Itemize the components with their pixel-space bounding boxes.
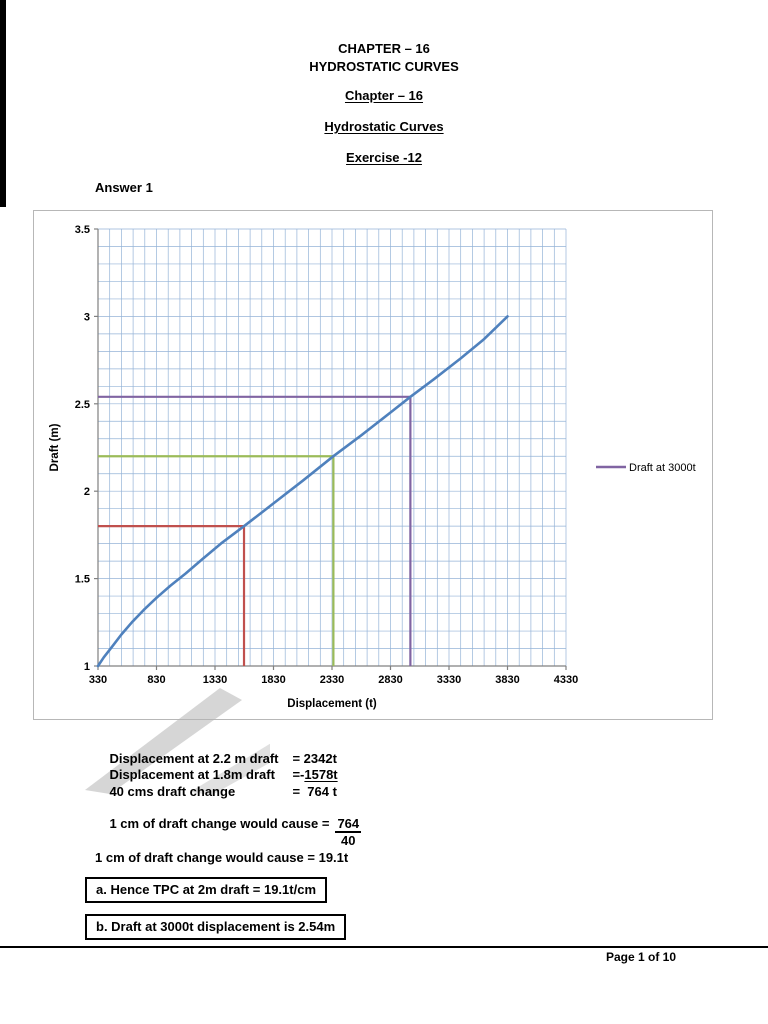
svg-text:1: 1 <box>84 661 90 673</box>
answer-box-a: a. Hence TPC at 2m draft = 19.1t/cm <box>85 877 328 903</box>
heading-exercise: Exercise -12 <box>346 150 422 165</box>
answer-label: Answer 1 <box>95 180 153 195</box>
chapter-header-line1: CHAPTER – 16 <box>338 41 430 56</box>
svg-text:330: 330 <box>89 674 107 686</box>
svg-text:1330: 1330 <box>203 674 227 686</box>
marker-draft-1-8m <box>98 525 246 666</box>
svg-text:1830: 1830 <box>261 674 285 686</box>
calc-row-2-value-prefix: =- <box>292 767 305 782</box>
calc-row-1: Displacement at 2.2 m draft = 2342t <box>95 736 337 781</box>
svg-text:3330: 3330 <box>437 674 461 686</box>
y-axis-title: Draft (m) <box>49 423 61 471</box>
draft-vs-displacement-curve <box>96 315 509 668</box>
footer-rule <box>0 946 768 948</box>
calc-row-3-value: = 764 t <box>292 784 337 799</box>
chart-container: 330 830 1330 1830 2330 2830 3330 3830 4330 1 1.5 2 2… <box>33 210 713 720</box>
calc-row-2-label: Displacement at 1.8m draft <box>109 767 275 782</box>
svg-text:2: 2 <box>84 486 90 498</box>
calc-row-3-label: 40 cms draft change <box>109 784 236 799</box>
calc-row-3: 40 cms draft change = 764 t <box>95 769 337 814</box>
marker-draft-at-3000t <box>98 395 412 666</box>
tpc-result-line: 1 cm of draft change would cause = 19.1t <box>95 850 349 865</box>
svg-text:2.5: 2.5 <box>75 399 90 411</box>
svg-text:3830: 3830 <box>495 674 519 686</box>
legend-label: Draft at 3000t <box>629 462 696 474</box>
fraction-numerator: 764 <box>335 816 362 833</box>
axis-tick-labels: 330 830 1330 1830 2330 2830 3330 3830 4330 1 1.5 2 2… <box>75 224 579 686</box>
scan-edge-artifact <box>0 0 6 207</box>
tpc-fraction-line: 1 cm of draft change would cause = 764 40 <box>95 801 362 863</box>
heading-topic: Hydrostatic Curves <box>324 119 444 134</box>
fraction: 764 40 <box>335 816 362 848</box>
calc-row-2: Displacement at 1.8m draft =-1578t <box>95 752 338 797</box>
svg-text:830: 830 <box>147 674 165 686</box>
calc-row-1-label: Displacement at 2.2 m draft <box>109 751 279 766</box>
chapter-header-line2: HYDROSTATIC CURVES <box>309 59 459 74</box>
svg-text:1.5: 1.5 <box>75 574 90 586</box>
answer-box-b: b. Draft at 3000t displacement is 2.54m <box>85 914 347 940</box>
calc-row-2-value-underlined: 1578t <box>304 767 338 782</box>
heading-chapter: Chapter – 16 <box>344 88 424 103</box>
svg-text:4330: 4330 <box>554 674 578 686</box>
svg-text:3: 3 <box>84 311 90 323</box>
marker-draft-2-2m <box>98 455 335 666</box>
calc-row-1-value: = 2342t <box>292 751 337 766</box>
chart-legend: Draft at 3000t <box>596 462 696 474</box>
svg-text:3.5: 3.5 <box>75 224 90 236</box>
hydrostatic-curve-chart: 330 830 1330 1830 2330 2830 3330 3830 4330 1 1.5 2 2… <box>49 224 696 710</box>
page-number: Page 1 of 10 <box>605 950 676 964</box>
fraction-denominator: 40 <box>341 833 356 848</box>
chart-gridlines <box>97 228 567 667</box>
x-axis-title: Displacement (t) <box>287 698 377 710</box>
chart-axes <box>94 228 567 670</box>
svg-text:2830: 2830 <box>378 674 402 686</box>
svg-text:2330: 2330 <box>320 674 344 686</box>
fraction-label: 1 cm of draft change would cause = <box>109 816 330 831</box>
